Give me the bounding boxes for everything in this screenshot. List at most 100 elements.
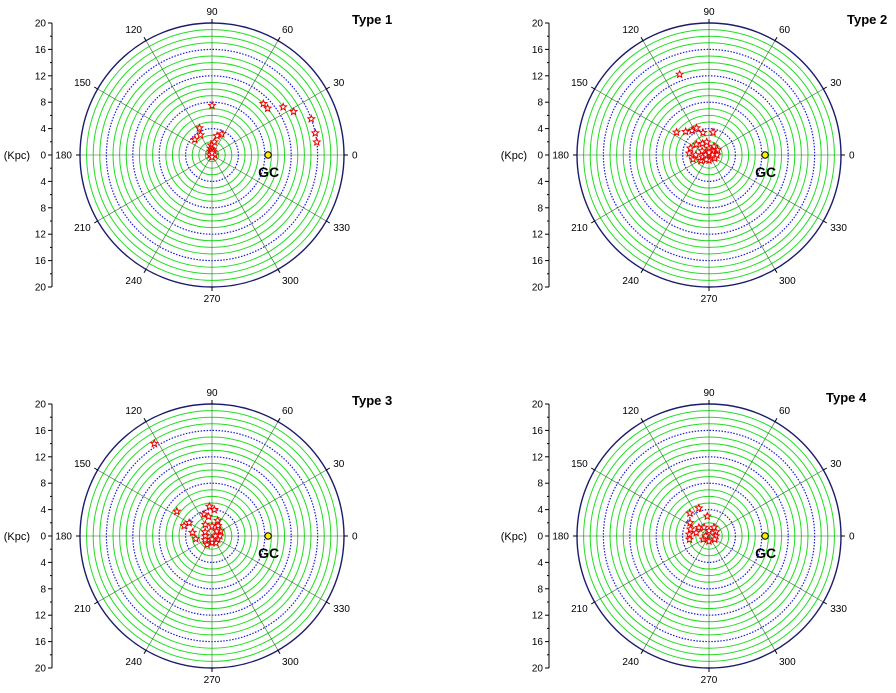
radial-axis-tick-label: 4 bbox=[40, 505, 46, 516]
angle-tick bbox=[590, 220, 595, 224]
angle-tick bbox=[277, 269, 281, 274]
angle-tick-label: 0 bbox=[352, 151, 358, 162]
data-point-star bbox=[195, 130, 206, 139]
data-point-star bbox=[149, 438, 159, 448]
angle-tick bbox=[640, 417, 644, 422]
radial-grid-line bbox=[708, 88, 824, 156]
radial-axis-label: (Kpc) bbox=[501, 150, 527, 162]
angle-tick-label: 210 bbox=[571, 604, 588, 615]
data-point-star bbox=[691, 139, 702, 149]
panel-title: Type 2 bbox=[847, 12, 887, 27]
radial-grid-line bbox=[145, 154, 213, 270]
angle-tick bbox=[143, 269, 147, 274]
angle-tick-label: 0 bbox=[849, 532, 855, 543]
radial-grid-line bbox=[145, 535, 213, 651]
radial-grid-line bbox=[97, 535, 213, 603]
data-point-star bbox=[698, 127, 708, 137]
data-point-star bbox=[702, 137, 712, 146]
radial-axis-tick-label: 8 bbox=[537, 479, 543, 490]
angle-tick bbox=[326, 86, 331, 90]
data-point-star bbox=[204, 501, 215, 511]
radial-axis-label: (Kpc) bbox=[4, 150, 30, 162]
radial-grid-line bbox=[211, 535, 279, 651]
data-point-star bbox=[207, 148, 217, 158]
polar-panel-3: 0 30 60 90 120 150 180 210 240 270 300 330 20 16 12 8 4 0… bbox=[4, 388, 393, 686]
data-point-star bbox=[699, 522, 709, 532]
data-point-star bbox=[704, 147, 714, 157]
radial-axis-tick-label: 12 bbox=[532, 71, 544, 82]
radial-axis-label: (Kpc) bbox=[4, 531, 30, 543]
data-point-star bbox=[702, 511, 712, 521]
polar-panel-4: 0 30 60 90 120 150 180 210 240 270 300 330 20 16 12 8 4 0… bbox=[501, 388, 867, 686]
angle-tick bbox=[143, 36, 147, 41]
angle-tick-label: 330 bbox=[333, 223, 350, 234]
angle-tick bbox=[823, 601, 828, 605]
data-point-star bbox=[691, 527, 701, 537]
radial-axis-tick-label: 8 bbox=[40, 479, 46, 490]
angle-tick bbox=[774, 36, 778, 41]
data-point-star bbox=[210, 531, 220, 540]
data-point-star bbox=[211, 526, 222, 536]
angle-tick bbox=[326, 467, 331, 471]
data-point-star bbox=[685, 508, 695, 518]
angle-tick-label: 90 bbox=[703, 388, 715, 399]
radial-axis-tick-label: 0 bbox=[537, 151, 543, 162]
radial-axis-tick-label: 4 bbox=[537, 124, 543, 135]
radial-axis-tick-label: 8 bbox=[537, 98, 543, 109]
radial-axis-tick-label: 20 bbox=[532, 283, 544, 294]
gc-label: GC bbox=[258, 545, 279, 561]
angle-tick bbox=[774, 650, 778, 655]
data-point-star bbox=[684, 534, 695, 544]
angle-tick-label: 120 bbox=[622, 406, 639, 417]
radial-axis-tick-label: 8 bbox=[40, 98, 46, 109]
data-point-star bbox=[207, 100, 217, 110]
angle-tick-label: 300 bbox=[779, 657, 796, 668]
angle-tick-label: 30 bbox=[830, 459, 842, 470]
data-point-star bbox=[674, 69, 685, 79]
angle-tick bbox=[774, 269, 778, 274]
angle-tick-label: 330 bbox=[333, 604, 350, 615]
angle-tick bbox=[143, 417, 147, 422]
data-point-star bbox=[194, 123, 205, 133]
radial-grid-line bbox=[594, 535, 710, 603]
angle-tick bbox=[640, 650, 644, 655]
radial-grid-line bbox=[211, 40, 279, 156]
angle-tick bbox=[277, 36, 281, 41]
radial-grid-line bbox=[211, 535, 327, 603]
angle-tick-label: 150 bbox=[74, 78, 91, 89]
angle-tick bbox=[823, 467, 828, 471]
angle-tick bbox=[93, 467, 98, 471]
radial-axis-tick-label: 4 bbox=[40, 124, 46, 135]
radial-axis-tick-label: 16 bbox=[35, 45, 47, 56]
angle-tick-label: 210 bbox=[74, 223, 91, 234]
radial-axis-tick-label: 16 bbox=[532, 426, 544, 437]
angle-tick-label: 30 bbox=[830, 78, 842, 89]
radial-grid-line bbox=[594, 469, 710, 537]
radial-axis-tick-label: 16 bbox=[35, 426, 47, 437]
radial-axis-tick-label: 0 bbox=[537, 532, 543, 543]
angle-tick-label: 240 bbox=[125, 657, 142, 668]
angle-tick-label: 210 bbox=[74, 604, 91, 615]
data-point-star bbox=[671, 127, 682, 137]
angle-tick bbox=[823, 220, 828, 224]
gc-marker bbox=[264, 151, 272, 159]
data-point-star bbox=[688, 154, 698, 164]
radial-axis-tick-label: 20 bbox=[532, 400, 544, 411]
panel-title: Type 1 bbox=[352, 12, 392, 27]
radial-grid-line bbox=[594, 88, 710, 156]
radial-grid-line bbox=[708, 154, 824, 222]
data-point-star bbox=[691, 123, 702, 133]
data-point-star bbox=[312, 137, 322, 147]
radial-axis-tick-label: 0 bbox=[40, 532, 46, 543]
panel-title: Type 3 bbox=[352, 393, 392, 408]
data-point-star bbox=[278, 102, 288, 112]
radial-grid-line bbox=[97, 88, 213, 156]
data-point-star bbox=[184, 517, 194, 527]
radial-axis-tick-label: 16 bbox=[532, 256, 544, 267]
data-point-star bbox=[187, 527, 198, 537]
radial-grid-line bbox=[97, 154, 213, 222]
radial-axis-tick-label: 12 bbox=[35, 611, 47, 622]
radial-axis-tick-label: 8 bbox=[40, 584, 46, 595]
radial-grid-line bbox=[642, 421, 710, 537]
